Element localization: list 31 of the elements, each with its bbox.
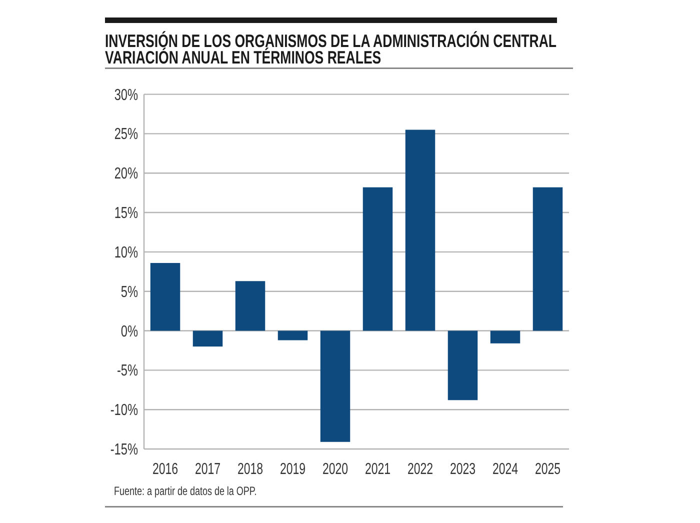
x-tick-label: 2020	[322, 459, 348, 478]
bar	[235, 281, 266, 331]
y-tick-label: 25%	[114, 124, 138, 143]
bar	[150, 262, 180, 331]
y-tick-label: 15%	[114, 203, 138, 222]
y-tick-label: 10%	[114, 242, 138, 261]
y-tick-label: 5%	[120, 282, 138, 300]
x-tick-label: 2024	[492, 459, 518, 478]
source-note: Fuente: a partir de datos de la OPP.	[114, 484, 257, 498]
x-tick-label: 2021	[364, 459, 391, 478]
x-tick-label: 2016	[152, 459, 178, 478]
bar	[278, 330, 308, 340]
y-tick-label: 30%	[114, 85, 138, 104]
x-tick-label: 2025	[534, 459, 561, 478]
y-tick-label: -15%	[110, 440, 138, 458]
bar	[405, 130, 436, 331]
bar	[532, 187, 563, 331]
y-tick-label: 20%	[114, 164, 138, 182]
y-tick-label: -5%	[116, 360, 138, 380]
bar	[192, 330, 223, 347]
x-tick-label: 2023	[450, 459, 476, 478]
bar	[490, 330, 520, 344]
x-tick-label: 2018	[237, 459, 264, 478]
bar	[448, 330, 478, 400]
x-tick-label: 2017	[194, 459, 221, 478]
bar	[362, 187, 393, 331]
y-tick-label: -10%	[110, 400, 138, 418]
y-tick-label: 0%	[120, 321, 138, 340]
x-tick-label: 2019	[280, 459, 306, 478]
x-tick-label: 2022	[407, 459, 434, 478]
bar	[320, 330, 350, 442]
